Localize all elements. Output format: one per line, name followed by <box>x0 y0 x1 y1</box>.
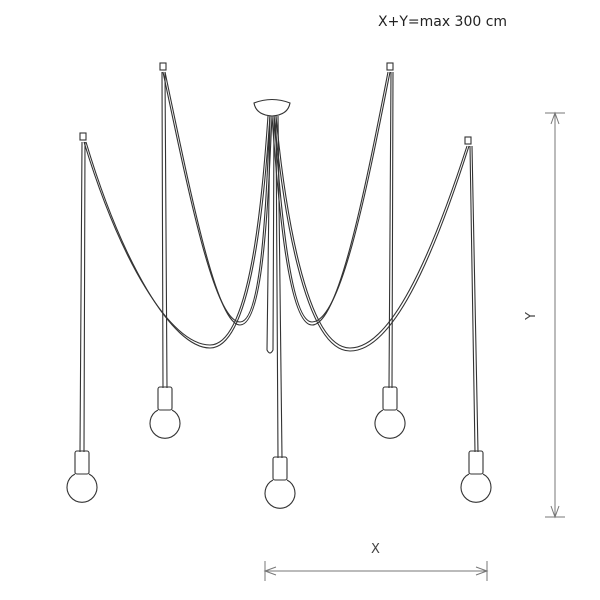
drop-cable <box>79 141 86 453</box>
bulb <box>66 450 98 503</box>
ceiling-hook <box>79 132 87 141</box>
max-length-note: X+Y=max 300 cm <box>378 14 508 30</box>
swag-cable <box>162 71 271 323</box>
swag-cable <box>85 115 271 349</box>
x-dimension: X <box>263 542 489 581</box>
bulb <box>149 386 181 439</box>
swag-cable <box>273 115 470 352</box>
swag-cable <box>83 115 269 346</box>
drop-cable <box>161 71 168 389</box>
swag-cable <box>164 71 273 326</box>
bulb <box>264 456 296 509</box>
ceiling-hook <box>464 136 472 145</box>
bulb <box>460 450 492 503</box>
bulb <box>374 386 406 439</box>
drop-cable <box>388 71 394 389</box>
y-dimension: Y <box>524 111 565 519</box>
x-dimension-label: X <box>371 542 380 557</box>
drop-cable <box>469 145 479 453</box>
ceiling-hook <box>386 62 394 71</box>
center-loop-cable <box>266 115 275 354</box>
ceiling-canopy <box>253 98 291 117</box>
drop-cable <box>275 115 283 459</box>
ceiling-hook <box>159 62 167 71</box>
y-dimension-label: Y <box>524 312 539 321</box>
swag-cable <box>271 71 389 326</box>
swag-cable <box>273 71 391 323</box>
swag-cable <box>275 115 468 349</box>
